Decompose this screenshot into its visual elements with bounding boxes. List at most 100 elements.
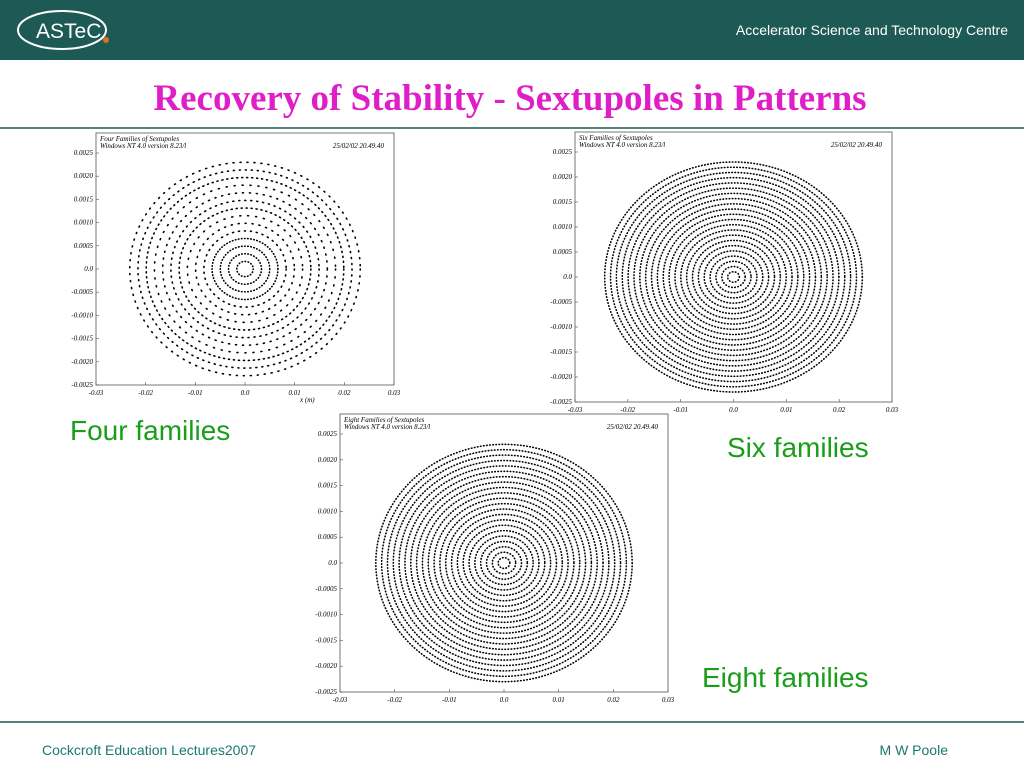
orbit-ring <box>211 237 279 301</box>
logo-dot <box>103 37 109 43</box>
orbit-ring <box>650 203 817 351</box>
y-tick-label: 0.0005 <box>553 248 573 256</box>
orbit-ring <box>170 199 320 339</box>
orbit-ring <box>621 176 846 378</box>
y-tick-label: -0.0005 <box>71 288 93 296</box>
y-tick-label: -0.0010 <box>550 323 572 331</box>
y-tick-label: 0.0020 <box>318 456 338 464</box>
slide-title: Recovery of Stability - Sextupoles in Pa… <box>153 78 866 119</box>
x-tick-label: 0.0 <box>500 696 509 704</box>
y-tick-label: -0.0010 <box>71 311 93 319</box>
orbit-ring <box>427 492 581 634</box>
x-tick-label: 0.01 <box>553 696 565 704</box>
header-bar <box>0 0 1024 60</box>
x-tick-label: -0.02 <box>621 406 636 414</box>
y-tick-label: 0.0 <box>328 559 337 567</box>
plot-title: Windows NT 4.0 version 8.23/l <box>579 141 665 149</box>
orbit-ring <box>178 207 312 331</box>
orbit-ring <box>456 519 552 607</box>
orbit-ring <box>633 187 834 367</box>
orbit-ring <box>145 176 345 362</box>
caption: Four families <box>70 415 230 446</box>
orbit-ring <box>161 191 329 347</box>
orbit-ring <box>609 166 858 388</box>
orbit-ring <box>137 169 353 369</box>
plot-title: Eight Families of Sextupoles <box>343 416 425 424</box>
x-tick-label: -0.03 <box>89 389 104 397</box>
plot-frame <box>339 413 669 693</box>
orbit-ring <box>444 508 564 618</box>
y-tick-label: -0.0025 <box>315 688 337 696</box>
orbit-ring <box>235 260 255 278</box>
orbit-ring <box>485 546 523 580</box>
x-axis-label: x (m) <box>299 396 315 404</box>
x-tick-label: -0.03 <box>333 696 348 704</box>
plot-timestamp: 25/02/02 20.49.40 <box>607 423 659 431</box>
orbit-ring <box>439 502 569 624</box>
orbit-ring <box>409 475 599 651</box>
y-tick-label: 0.0020 <box>553 173 573 181</box>
orbit-ring <box>227 252 263 286</box>
x-tick-label: -0.01 <box>188 389 203 397</box>
y-tick-label: -0.0015 <box>71 335 93 343</box>
y-tick-label: -0.0005 <box>315 585 337 593</box>
y-tick-label: 0.0015 <box>553 198 573 206</box>
y-tick-label: 0.0 <box>84 265 93 273</box>
orbit-ring <box>203 230 287 308</box>
plot-frame <box>95 132 395 386</box>
orbit-ring <box>128 161 362 377</box>
orbit-ring <box>691 239 776 315</box>
orbit-ring <box>697 244 770 310</box>
footer-right: M W Poole <box>880 742 949 758</box>
orbit-ring <box>644 197 823 357</box>
y-tick-label: 0.0015 <box>318 482 338 490</box>
plot-title: Four Families of Sextupoles <box>99 135 179 143</box>
orbit-ring <box>497 556 511 570</box>
x-tick-label: 0.02 <box>607 696 620 704</box>
orbit-ring <box>194 222 296 316</box>
x-tick-label: -0.02 <box>138 389 153 397</box>
y-tick-label: 0.0005 <box>74 242 94 250</box>
orbit-ring <box>720 265 747 289</box>
orbit-ring <box>709 255 758 299</box>
y-tick-label: -0.0015 <box>315 636 337 644</box>
y-tick-label: -0.0015 <box>550 348 572 356</box>
y-tick-label: 0.0010 <box>318 507 338 515</box>
orbit-ring <box>726 270 741 284</box>
y-tick-label: -0.0005 <box>550 298 572 306</box>
y-tick-label: 0.0025 <box>553 148 573 156</box>
y-tick-label: -0.0020 <box>71 358 93 366</box>
orbit-ring <box>450 513 558 613</box>
y-tick-label: -0.0025 <box>550 398 572 406</box>
orbit-ring <box>674 223 793 331</box>
y-tick-label: -0.0025 <box>71 381 93 389</box>
plot-timestamp: 25/02/02 20.49.40 <box>831 141 883 149</box>
y-tick-label: 0.0015 <box>74 195 94 203</box>
orbit-ring <box>433 497 575 629</box>
orbit-ring <box>219 245 271 293</box>
orbit-ring <box>715 260 752 294</box>
logo: ASTeC <box>36 20 101 43</box>
y-tick-label: 0.0020 <box>74 172 94 180</box>
x-tick-label: -0.02 <box>387 696 402 704</box>
plot-timestamp: 25/02/02 20.49.40 <box>333 142 385 150</box>
x-tick-label: 0.03 <box>886 406 899 414</box>
y-tick-label: 0.0025 <box>74 149 94 157</box>
orbit-ring <box>404 470 604 656</box>
orbit-ring <box>603 161 864 393</box>
y-tick-label: -0.0020 <box>315 662 337 670</box>
orbit-ring <box>656 208 811 346</box>
orbit-ring <box>615 171 852 383</box>
orbit-ring <box>474 535 534 591</box>
y-tick-label: 0.0010 <box>553 223 573 231</box>
x-tick-label: 0.03 <box>662 696 675 704</box>
plot-title: Six Families of Sextupoles <box>579 134 653 142</box>
plot-title: Windows NT 4.0 version 8.23/l <box>100 142 186 150</box>
orbit-ring <box>680 229 787 325</box>
plot-title: Windows NT 4.0 version 8.23/l <box>344 423 430 431</box>
orbit-ring <box>392 459 616 667</box>
x-tick-label: 0.03 <box>388 389 401 397</box>
orbit-ring <box>421 486 587 640</box>
orbit-ring <box>462 524 546 602</box>
